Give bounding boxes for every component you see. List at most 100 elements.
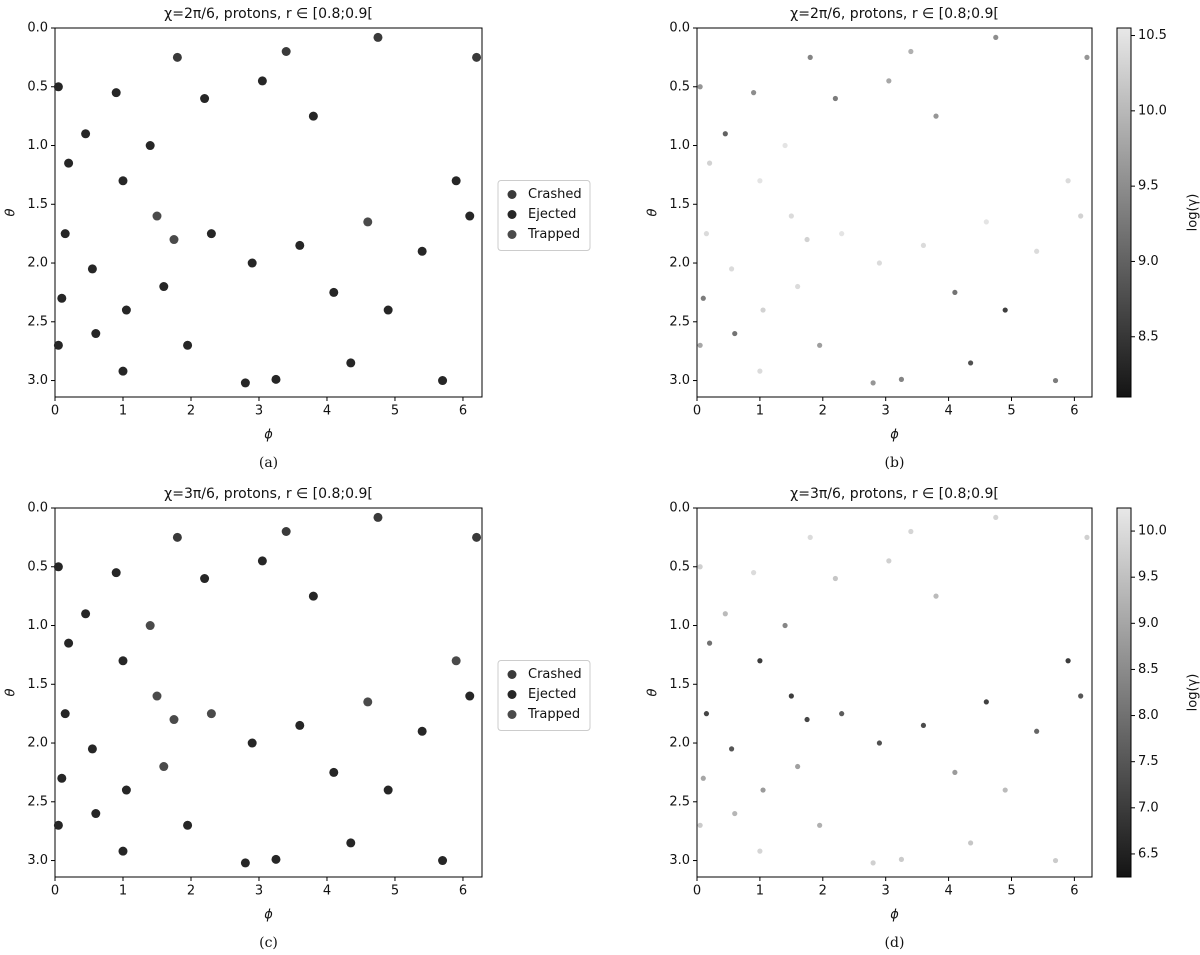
point bbox=[91, 329, 101, 339]
panel-title: χ=2π/6, protons, r ∈ [0.8;0.9[ bbox=[790, 6, 999, 22]
y-tick-label: 2.0 bbox=[27, 736, 48, 751]
point bbox=[152, 691, 162, 701]
colorbar bbox=[1116, 27, 1132, 398]
point bbox=[64, 638, 74, 648]
point bbox=[839, 711, 845, 717]
x-axis-label: ϕ bbox=[264, 908, 273, 923]
point bbox=[206, 229, 216, 239]
x-tick-label: 2 bbox=[819, 404, 827, 419]
point bbox=[920, 722, 927, 729]
point bbox=[111, 568, 121, 578]
point bbox=[159, 282, 169, 292]
point bbox=[53, 562, 63, 572]
y-tick-label: 3.0 bbox=[669, 853, 690, 868]
point bbox=[732, 330, 738, 337]
y-tick-label: 1.0 bbox=[27, 138, 48, 153]
y-tick-label: 1.0 bbox=[669, 618, 690, 633]
point bbox=[760, 307, 766, 313]
point bbox=[1078, 213, 1084, 219]
point bbox=[172, 52, 182, 62]
point bbox=[308, 111, 318, 121]
point bbox=[271, 374, 281, 384]
y-tick-label: 0.0 bbox=[27, 501, 48, 516]
y-tick-label: 2.5 bbox=[27, 314, 48, 329]
point bbox=[1002, 307, 1008, 313]
y-tick-label: 1.0 bbox=[27, 618, 48, 633]
colorbar-tick-label: 7.0 bbox=[1138, 800, 1159, 815]
point bbox=[757, 368, 763, 374]
y-tick-label: 1.5 bbox=[669, 197, 690, 212]
legend-marker bbox=[507, 190, 517, 199]
panel-title: χ=2π/6, protons, r ∈ [0.8;0.9[ bbox=[164, 6, 373, 22]
colorbar-tick-label: 10.0 bbox=[1138, 103, 1167, 118]
y-axis-label: θ bbox=[4, 688, 19, 696]
point bbox=[1034, 248, 1040, 254]
point bbox=[383, 305, 393, 315]
point bbox=[908, 528, 914, 535]
y-axis-label: θ bbox=[646, 688, 661, 696]
colorbar-label: log(γ) bbox=[1186, 194, 1200, 232]
point bbox=[451, 656, 461, 666]
x-tick-label: 6 bbox=[459, 884, 467, 899]
colorbar-label: log(γ) bbox=[1186, 674, 1200, 712]
point bbox=[732, 810, 738, 817]
legend-box bbox=[497, 180, 591, 251]
point bbox=[417, 246, 427, 256]
point bbox=[728, 266, 735, 272]
legend-label: Trapped bbox=[527, 227, 580, 242]
x-tick-label: 1 bbox=[119, 884, 127, 899]
colorbar-tick-label: 9.5 bbox=[1138, 570, 1159, 585]
point bbox=[795, 283, 801, 290]
x-axis-label: ϕ bbox=[890, 428, 899, 443]
y-tick-label: 0.5 bbox=[669, 79, 690, 94]
x-tick-label: 4 bbox=[323, 404, 331, 419]
point bbox=[870, 860, 876, 866]
point bbox=[145, 621, 155, 631]
point bbox=[169, 235, 179, 245]
point bbox=[886, 558, 892, 564]
point bbox=[438, 376, 448, 386]
y-tick-label: 0.0 bbox=[669, 21, 690, 36]
x-tick-label: 2 bbox=[187, 884, 195, 899]
legend-label: Ejected bbox=[528, 207, 576, 222]
point bbox=[118, 176, 128, 186]
point bbox=[983, 219, 989, 225]
x-tick-label: 3 bbox=[882, 404, 890, 419]
y-tick-label: 1.5 bbox=[669, 677, 690, 692]
x-tick-label: 2 bbox=[187, 404, 195, 419]
x-tick-label: 1 bbox=[756, 884, 764, 899]
point bbox=[200, 94, 210, 104]
point bbox=[169, 715, 179, 725]
point bbox=[703, 711, 710, 717]
point bbox=[81, 609, 91, 619]
point bbox=[933, 113, 939, 119]
point bbox=[373, 512, 383, 522]
point bbox=[832, 575, 838, 582]
colorbar-tick-label: 9.0 bbox=[1138, 254, 1159, 269]
point bbox=[91, 809, 101, 819]
point bbox=[757, 848, 763, 854]
x-tick-label: 3 bbox=[882, 884, 890, 899]
y-tick-label: 0.5 bbox=[27, 79, 48, 94]
point bbox=[952, 769, 958, 776]
plot-frame bbox=[54, 27, 483, 398]
point bbox=[788, 213, 794, 219]
x-tick-label: 0 bbox=[693, 884, 701, 899]
y-tick-label: 2.0 bbox=[669, 736, 690, 751]
y-tick-label: 0.5 bbox=[669, 559, 690, 574]
x-tick-label: 6 bbox=[459, 404, 467, 419]
point bbox=[183, 820, 193, 830]
point bbox=[697, 564, 703, 570]
point bbox=[159, 762, 169, 772]
point bbox=[804, 716, 810, 723]
point bbox=[839, 231, 845, 237]
point bbox=[465, 691, 475, 701]
panel-title: χ=3π/6, protons, r ∈ [0.8;0.9[ bbox=[790, 486, 999, 502]
plot-frame bbox=[696, 27, 1093, 398]
panel: χ=3π/6, protons, r ∈ [0.8;0.9[ϕ θ (d) 0 1 2 3 4… bbox=[646, 486, 1200, 951]
panel: χ=3π/6, protons, r ∈ [0.8;0.9[ϕ θ (c) 0 1 2 3 4… bbox=[4, 486, 591, 951]
legend-box bbox=[497, 660, 591, 731]
point bbox=[57, 773, 67, 783]
point bbox=[1034, 728, 1040, 734]
